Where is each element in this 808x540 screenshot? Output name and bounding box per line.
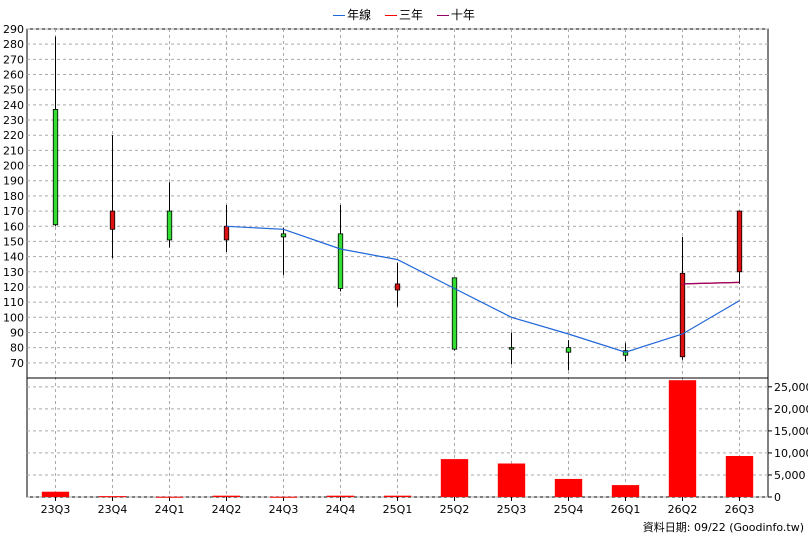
series-line-2	[682, 281, 740, 285]
volume-tick-label: 15,000	[774, 425, 808, 438]
volume-bar	[611, 485, 640, 497]
price-tick-label: 200	[3, 160, 24, 173]
candle-body	[166, 210, 173, 241]
volume-bar	[326, 495, 355, 497]
legend-label-three-year: 三年	[398, 8, 423, 22]
candle-body	[394, 283, 401, 291]
legend-item-ten-year: 十年	[436, 6, 475, 23]
price-tick-label: 120	[3, 281, 24, 294]
candle-body	[223, 225, 230, 241]
volume-bar	[155, 496, 184, 498]
legend-swatch-three-year	[384, 15, 397, 16]
candle-body	[109, 210, 116, 230]
price-tick-label: 160	[3, 220, 24, 233]
candle-body	[280, 233, 287, 238]
price-tick-label: 290	[3, 23, 24, 36]
volume-bar	[383, 495, 412, 497]
candle-body	[451, 277, 458, 350]
volume-tick-label: 20,000	[774, 403, 808, 416]
x-tick-label: 26Q1	[611, 503, 641, 516]
price-tick-label: 150	[3, 235, 24, 248]
volume-bar	[554, 478, 583, 497]
x-tick-label: 24Q3	[269, 503, 299, 516]
volume-bar	[212, 495, 241, 497]
volume-bar	[269, 496, 298, 498]
price-tick-label: 190	[3, 175, 24, 188]
legend-label-ten-year: 十年	[450, 8, 475, 22]
candle-body	[508, 347, 515, 350]
legend: 年線 三年 十年	[0, 6, 808, 23]
price-tick-label: 240	[3, 99, 24, 112]
price-tick-label: 250	[3, 84, 24, 97]
price-tick-label: 70	[10, 357, 24, 370]
legend-item-annual: 年線	[333, 6, 371, 23]
price-tick-label: 210	[3, 144, 24, 157]
volume-bar	[497, 463, 526, 497]
candle-body	[52, 109, 59, 226]
x-tick-label: 25Q3	[497, 503, 527, 516]
volume-bar	[41, 491, 70, 497]
candle-body	[337, 233, 344, 289]
x-tick-label: 23Q3	[41, 503, 71, 516]
price-tick-label: 130	[3, 266, 24, 279]
volume-tick-label: 25,000	[774, 381, 808, 394]
price-tick-label: 260	[3, 69, 24, 82]
price-tick-label: 140	[3, 251, 24, 264]
price-tick-label: 220	[3, 129, 24, 142]
legend-swatch-annual	[333, 15, 346, 16]
volume-tick-label: 0	[774, 491, 781, 504]
legend-swatch-ten-year	[436, 15, 449, 16]
price-tick-label: 90	[10, 326, 24, 339]
x-tick-label: 23Q4	[98, 503, 128, 516]
volume-tick-label: 10,000	[774, 447, 808, 460]
x-tick-label: 24Q4	[326, 503, 356, 516]
x-tick-label: 26Q3	[725, 503, 755, 516]
price-tick-label: 110	[3, 296, 24, 309]
price-tick-label: 280	[3, 38, 24, 51]
price-tick-label: 180	[3, 190, 24, 203]
price-tick-label: 230	[3, 114, 24, 127]
price-tick-label: 270	[3, 53, 24, 66]
price-tick-label: 170	[3, 205, 24, 218]
volume-tick-label: 5,000	[774, 469, 806, 482]
volume-bar	[98, 496, 127, 498]
x-tick-label: 25Q4	[554, 503, 584, 516]
volume-bar	[668, 380, 697, 497]
legend-item-three-year: 三年	[384, 6, 423, 23]
x-tick-label: 25Q2	[440, 503, 470, 516]
x-tick-label: 25Q1	[383, 503, 413, 516]
x-tick-label: 24Q2	[212, 503, 242, 516]
price-tick-label: 100	[3, 311, 24, 324]
series-line-0	[226, 225, 740, 353]
x-tick-label: 24Q1	[155, 503, 185, 516]
volume-bar	[725, 456, 754, 497]
candle-body	[622, 350, 629, 356]
volume-bar	[440, 459, 469, 497]
data-date-note: 資料日期: 09/22 (Goodinfo.tw)	[642, 521, 804, 534]
price-tick-label: 80	[10, 342, 24, 355]
x-tick-label: 26Q2	[668, 503, 698, 516]
candle-body	[736, 210, 743, 273]
candle-body	[565, 347, 572, 353]
candle-body	[679, 272, 686, 358]
legend-label-annual: 年線	[347, 8, 372, 22]
